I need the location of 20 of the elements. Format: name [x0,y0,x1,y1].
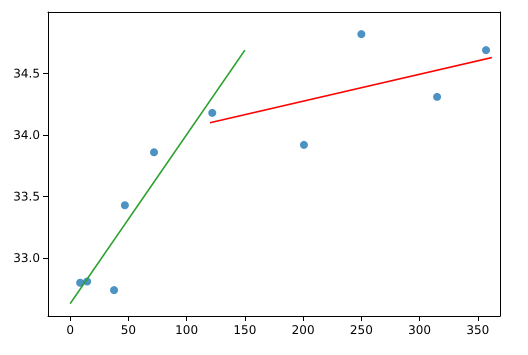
x-tick-label: 50 [120,323,136,337]
x-tick-label: 0 [66,323,74,337]
x-tick-label: 250 [350,323,373,337]
x-tick-label: 300 [408,323,432,337]
y-tick-label: 33.5 [13,190,40,204]
point [433,92,442,101]
x-tick-label: 150 [233,323,256,337]
y-tick-label: 34.5 [13,66,40,81]
point [110,286,118,294]
point [120,201,129,210]
x-tick-label: 350 [466,323,490,337]
x-tick-label: 100 [175,323,198,337]
y-tick-label: 34.0 [13,128,40,142]
y-tick-label: 33.0 [13,251,40,266]
point [482,46,490,54]
point [208,108,216,117]
point [357,30,366,38]
point [300,140,308,149]
point [150,148,158,156]
x-tick-label: 200 [292,323,315,337]
